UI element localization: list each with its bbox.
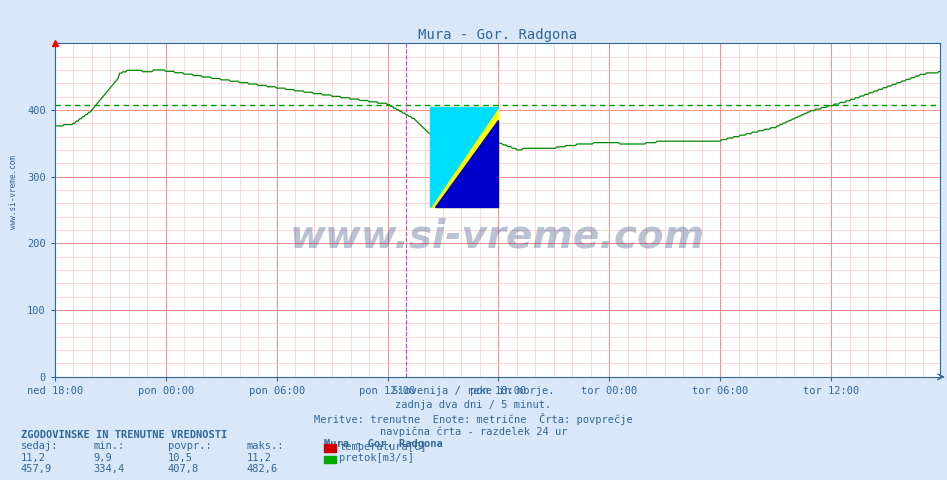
Text: 457,9: 457,9 — [21, 464, 52, 474]
Text: povpr.:: povpr.: — [168, 441, 211, 451]
Text: temperatura[C]: temperatura[C] — [339, 442, 426, 452]
Text: min.:: min.: — [94, 441, 125, 451]
Text: 11,2: 11,2 — [246, 453, 271, 463]
Text: 334,4: 334,4 — [94, 464, 125, 474]
Polygon shape — [435, 120, 498, 207]
Text: sedaj:: sedaj: — [21, 441, 59, 451]
Text: zadnja dva dni / 5 minut.: zadnja dva dni / 5 minut. — [396, 400, 551, 410]
Text: pretok[m3/s]: pretok[m3/s] — [339, 454, 414, 464]
Text: Meritve: trenutne  Enote: metrične  Črta: povprečje: Meritve: trenutne Enote: metrične Črta: … — [314, 413, 633, 425]
Text: Mura - Gor. Radgona: Mura - Gor. Radgona — [324, 439, 442, 449]
Text: www.si-vreme.com: www.si-vreme.com — [290, 218, 706, 256]
Text: navpična črta - razdelek 24 ur: navpična črta - razdelek 24 ur — [380, 427, 567, 437]
Text: 482,6: 482,6 — [246, 464, 277, 474]
Bar — [430, 107, 498, 207]
Text: 407,8: 407,8 — [168, 464, 199, 474]
Text: 10,5: 10,5 — [168, 453, 192, 463]
Text: ZGODOVINSKE IN TRENUTNE VREDNOSTI: ZGODOVINSKE IN TRENUTNE VREDNOSTI — [21, 430, 227, 440]
Title: Mura - Gor. Radgona: Mura - Gor. Radgona — [418, 28, 578, 42]
Text: Slovenija / reke in morje.: Slovenija / reke in morje. — [392, 386, 555, 396]
Text: www.si-vreme.com: www.si-vreme.com — [9, 155, 19, 229]
Text: 9,9: 9,9 — [94, 453, 113, 463]
Text: maks.:: maks.: — [246, 441, 284, 451]
Polygon shape — [430, 107, 498, 207]
Text: 11,2: 11,2 — [21, 453, 45, 463]
